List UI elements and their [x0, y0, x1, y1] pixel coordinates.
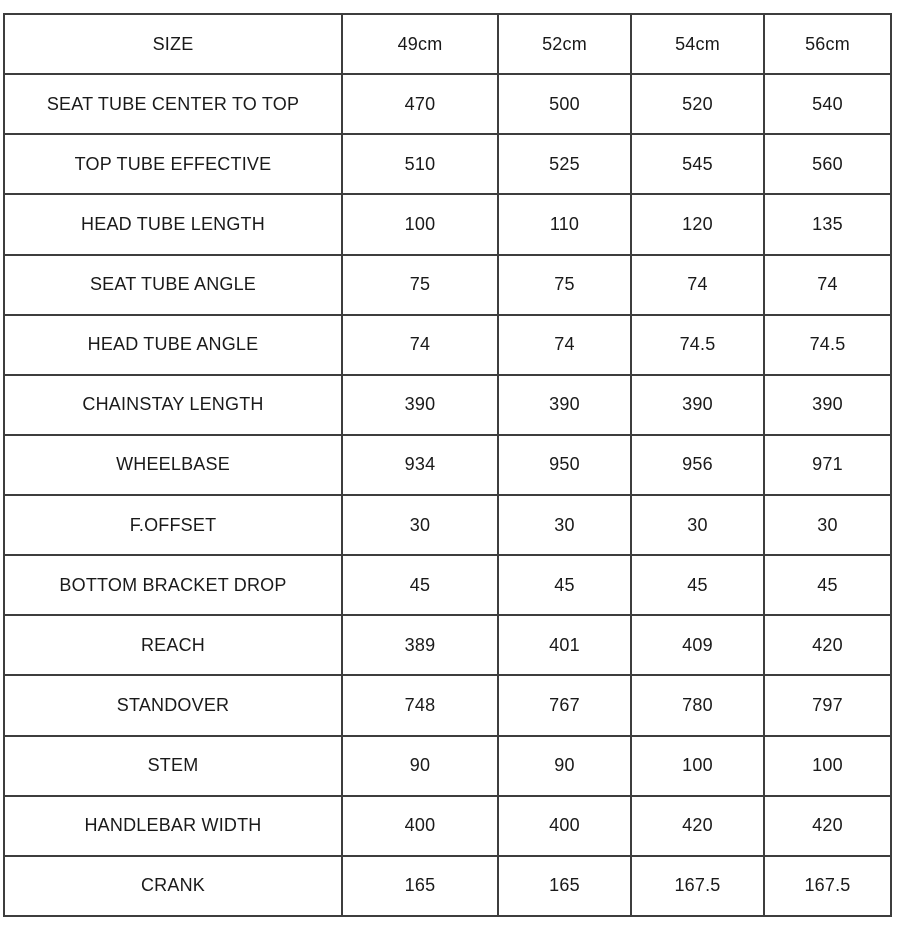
spec-value: 167.5	[630, 854, 765, 918]
geometry-table: SIZE 49cm 52cm 54cm 56cm SEAT TUBE CENTE…	[3, 12, 892, 918]
spec-value: 30	[763, 493, 892, 557]
spec-value: 75	[497, 253, 632, 316]
table-row: HEAD TUBE LENGTH 100 110 120 135	[3, 193, 892, 256]
column-header: 52cm	[497, 12, 632, 76]
spec-label: STEM	[3, 734, 343, 797]
spec-label: F.OFFSET	[3, 493, 343, 557]
spec-value: 74	[341, 313, 499, 376]
spec-value: 400	[341, 794, 499, 857]
spec-value: 545	[630, 133, 765, 196]
table-row: BOTTOM BRACKET DROP 45 45 45 45	[3, 554, 892, 617]
spec-label: CHAINSTAY LENGTH	[3, 373, 343, 436]
spec-label: REACH	[3, 614, 343, 677]
spec-value: 165	[341, 854, 499, 918]
spec-label: TOP TUBE EFFECTIVE	[3, 133, 343, 196]
spec-value: 45	[763, 554, 892, 617]
spec-value: 797	[763, 674, 892, 737]
spec-value: 30	[497, 493, 632, 557]
size-header-cell: SIZE	[3, 12, 343, 76]
table-row: CRANK 165 165 167.5 167.5	[3, 854, 892, 918]
spec-value: 110	[497, 193, 632, 256]
column-header: 49cm	[341, 12, 499, 76]
spec-value: 401	[497, 614, 632, 677]
spec-value: 956	[630, 433, 765, 497]
spec-label: BOTTOM BRACKET DROP	[3, 554, 343, 617]
spec-label: SEAT TUBE ANGLE	[3, 253, 343, 316]
spec-label: WHEELBASE	[3, 433, 343, 497]
spec-value: 74	[630, 253, 765, 316]
spec-value: 45	[341, 554, 499, 617]
table-header-row: SIZE 49cm 52cm 54cm 56cm	[3, 12, 892, 76]
spec-value: 100	[341, 193, 499, 256]
spec-value: 390	[341, 373, 499, 436]
spec-value: 525	[497, 133, 632, 196]
spec-value: 167.5	[763, 854, 892, 918]
table-row: HEAD TUBE ANGLE 74 74 74.5 74.5	[3, 313, 892, 376]
spec-value: 500	[497, 73, 632, 136]
spec-value: 74.5	[763, 313, 892, 376]
spec-value: 135	[763, 193, 892, 256]
spec-value: 100	[630, 734, 765, 797]
column-header: 56cm	[763, 12, 892, 76]
column-header: 54cm	[630, 12, 765, 76]
spec-value: 409	[630, 614, 765, 677]
spec-value: 45	[497, 554, 632, 617]
table-row: STEM 90 90 100 100	[3, 734, 892, 797]
spec-value: 420	[630, 794, 765, 857]
spec-value: 75	[341, 253, 499, 316]
spec-value: 390	[497, 373, 632, 436]
spec-value: 90	[341, 734, 499, 797]
spec-value: 120	[630, 193, 765, 256]
spec-label: HANDLEBAR WIDTH	[3, 794, 343, 857]
spec-value: 74	[763, 253, 892, 316]
spec-value: 45	[630, 554, 765, 617]
spec-value: 971	[763, 433, 892, 497]
table-row: HANDLEBAR WIDTH 400 400 420 420	[3, 794, 892, 857]
spec-value: 560	[763, 133, 892, 196]
spec-value: 74	[497, 313, 632, 376]
spec-value: 780	[630, 674, 765, 737]
spec-value: 390	[763, 373, 892, 436]
spec-value: 390	[630, 373, 765, 436]
spec-value: 30	[341, 493, 499, 557]
spec-value: 510	[341, 133, 499, 196]
table-row: SEAT TUBE CENTER TO TOP 470 500 520 540	[3, 73, 892, 136]
spec-label: STANDOVER	[3, 674, 343, 737]
table-row: SEAT TUBE ANGLE 75 75 74 74	[3, 253, 892, 316]
spec-value: 767	[497, 674, 632, 737]
table-row: REACH 389 401 409 420	[3, 614, 892, 677]
spec-value: 934	[341, 433, 499, 497]
spec-value: 520	[630, 73, 765, 136]
spec-value: 90	[497, 734, 632, 797]
spec-label: SEAT TUBE CENTER TO TOP	[3, 73, 343, 136]
spec-value: 100	[763, 734, 892, 797]
table-row: CHAINSTAY LENGTH 390 390 390 390	[3, 373, 892, 436]
spec-value: 74.5	[630, 313, 765, 376]
spec-label: CRANK	[3, 854, 343, 918]
spec-value: 165	[497, 854, 632, 918]
spec-value: 950	[497, 433, 632, 497]
table-row: STANDOVER 748 767 780 797	[3, 674, 892, 737]
table-row: TOP TUBE EFFECTIVE 510 525 545 560	[3, 133, 892, 196]
spec-value: 389	[341, 614, 499, 677]
spec-label: HEAD TUBE ANGLE	[3, 313, 343, 376]
spec-value: 30	[630, 493, 765, 557]
table-row: F.OFFSET 30 30 30 30	[3, 493, 892, 557]
table-row: WHEELBASE 934 950 956 971	[3, 433, 892, 497]
spec-value: 540	[763, 73, 892, 136]
spec-value: 470	[341, 73, 499, 136]
spec-label: HEAD TUBE LENGTH	[3, 193, 343, 256]
spec-value: 420	[763, 794, 892, 857]
spec-value: 748	[341, 674, 499, 737]
spec-value: 400	[497, 794, 632, 857]
spec-value: 420	[763, 614, 892, 677]
